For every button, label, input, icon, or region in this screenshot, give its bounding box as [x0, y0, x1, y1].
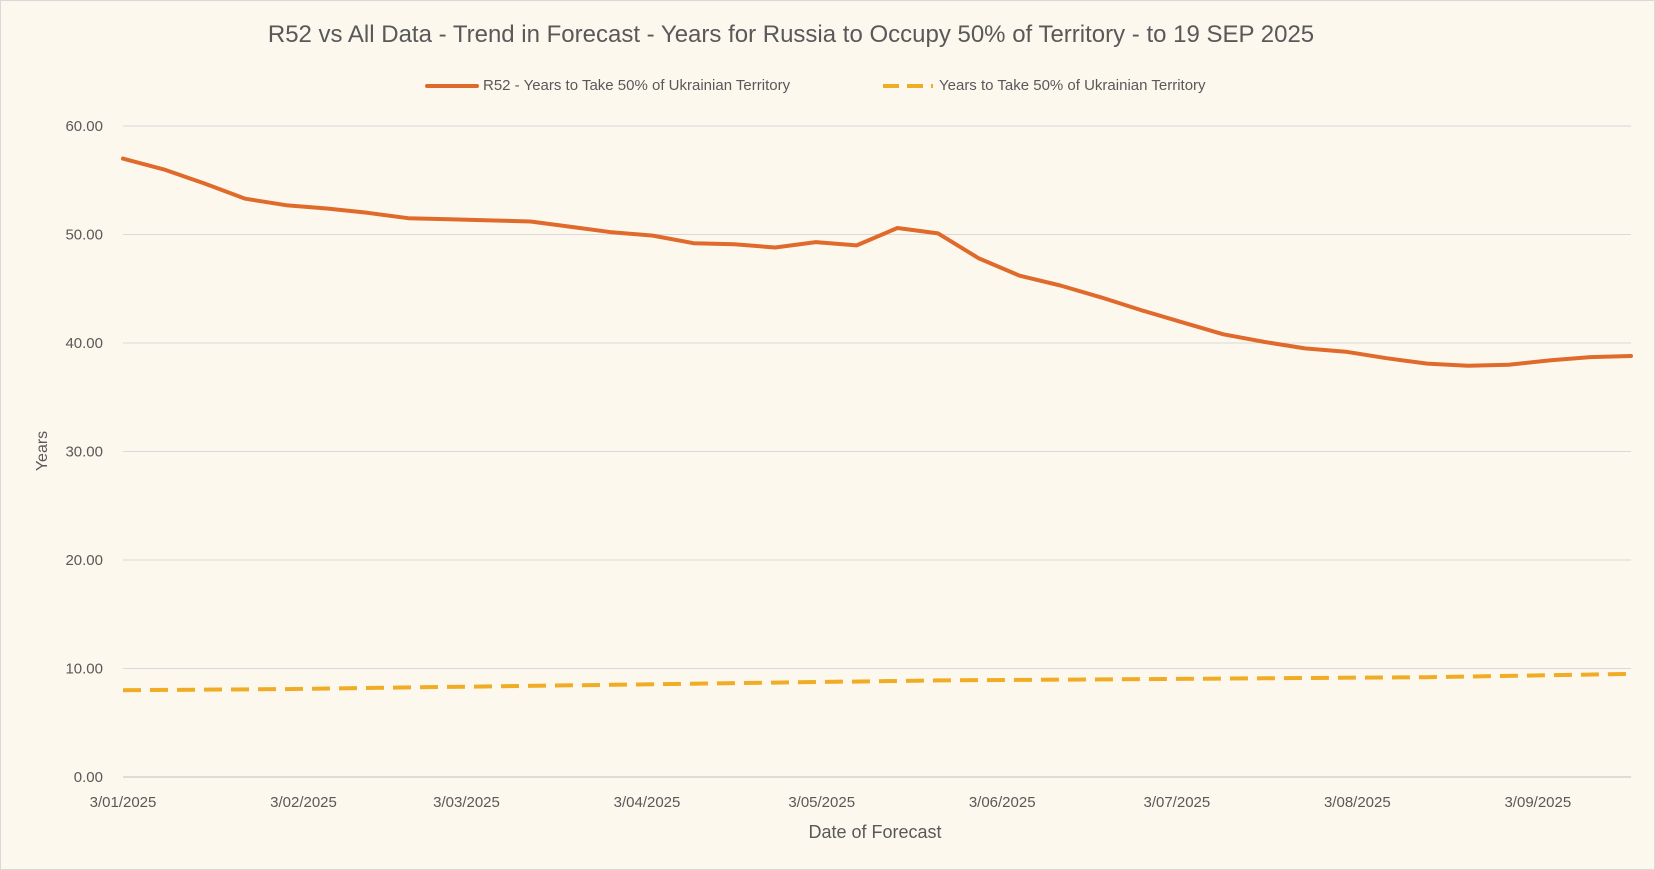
- x-axis-ticks: 3/01/2025 3/02/2025 3/03/2025 3/04/2025 3/05…: [90, 794, 1572, 811]
- gridlines: [123, 125, 1631, 778]
- x-tick-label: 3/08/2025: [1324, 794, 1391, 811]
- legend-label-r52: R52 - Years to Take 50% of Ukrainian Ter…: [483, 77, 791, 94]
- x-tick-label: 3/05/2025: [788, 794, 855, 811]
- y-tick-label: 30.00: [65, 444, 103, 461]
- series-line-all-data: [122, 671, 1632, 693]
- x-tick-label: 3/09/2025: [1504, 794, 1571, 811]
- x-tick-label: 3/04/2025: [614, 794, 681, 811]
- x-tick-label: 3/07/2025: [1143, 794, 1210, 811]
- y-tick-label: 50.00: [65, 227, 103, 244]
- y-tick-label: 60.00: [65, 118, 103, 135]
- y-tick-label: 40.00: [65, 335, 103, 352]
- y-tick-label: 10.00: [65, 661, 103, 678]
- y-axis-label: Years: [34, 431, 51, 471]
- series-lines: [121, 156, 1633, 693]
- legend-swatch-r52: [425, 84, 479, 88]
- x-tick-label: 3/01/2025: [90, 794, 157, 811]
- y-axis-ticks: 0.00 10.00 20.00 30.00 40.00 50.00 60.00: [65, 118, 103, 786]
- x-tick-label: 3/02/2025: [270, 794, 337, 811]
- legend-swatch-all-data: [883, 84, 933, 88]
- series-line-r52: [121, 156, 1633, 368]
- y-tick-label: 0.00: [74, 769, 103, 786]
- legend: R52 - Years to Take 50% of Ukrainian Ter…: [1, 75, 1655, 97]
- legend-label-all-data: Years to Take 50% of Ukrainian Territory: [939, 77, 1206, 94]
- chart-title: R52 vs All Data - Trend in Forecast - Ye…: [267, 21, 1315, 48]
- x-axis-label: Date of Forecast: [808, 822, 941, 842]
- x-tick-label: 3/03/2025: [433, 794, 500, 811]
- y-tick-label: 20.00: [65, 552, 103, 569]
- x-tick-label: 3/06/2025: [969, 794, 1036, 811]
